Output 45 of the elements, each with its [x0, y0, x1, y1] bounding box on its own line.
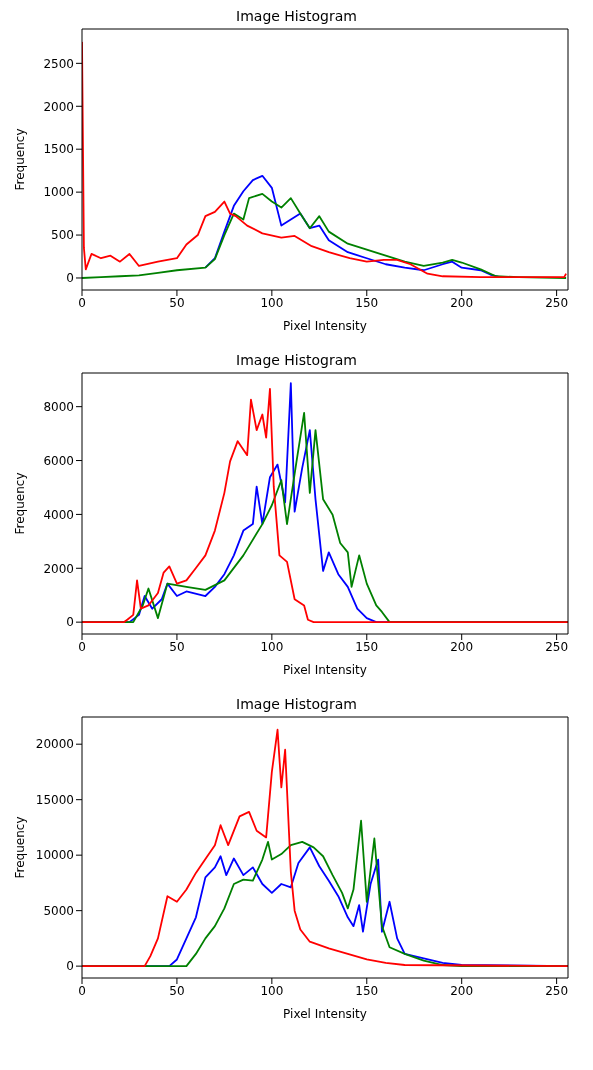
y-tick-label: 1500	[43, 142, 74, 157]
x-tick-label: 200	[450, 295, 474, 310]
y-tick-label: 1000	[43, 185, 74, 200]
line-series	[82, 192, 567, 279]
y-tick-label: 8000	[43, 399, 74, 414]
y-axis-title: Frequency	[13, 472, 28, 535]
y-tick-label: 2000	[43, 561, 74, 576]
line-series	[82, 728, 568, 968]
y-tick-label: 0	[66, 271, 74, 286]
x-tick-label: 100	[260, 639, 284, 654]
x-tick-label: 0	[78, 295, 86, 310]
x-tick-label: 150	[355, 983, 379, 998]
y-tick-label: 2500	[43, 56, 74, 71]
y-tick-label: 6000	[43, 453, 74, 468]
x-axis-title: Pixel Intensity	[283, 319, 367, 333]
x-tick-label: 250	[545, 295, 569, 310]
x-axis-title: Pixel Intensity	[283, 1007, 367, 1021]
x-tick-label: 100	[260, 983, 284, 998]
x-tick-label: 200	[450, 639, 474, 654]
chart-title: Image Histogram	[235, 352, 358, 370]
y-tick-label: 20000	[35, 737, 74, 752]
y-tick-label: 15000	[35, 792, 74, 807]
x-tick-label: 0	[78, 639, 86, 654]
y-tick-label: 0	[66, 615, 74, 630]
x-tick-label: 250	[545, 983, 569, 998]
y-tick-label: 0	[66, 959, 74, 974]
chart-title: Image Histogram	[235, 696, 358, 714]
x-tick-label: 0	[78, 983, 86, 998]
x-tick-label: 200	[450, 983, 474, 998]
y-tick-label: 10000	[35, 848, 74, 863]
x-tick-label: 150	[355, 295, 379, 310]
x-tick-label: 250	[545, 639, 569, 654]
x-tick-label: 100	[260, 295, 284, 310]
y-axis-title: Frequency	[13, 816, 28, 879]
y-tick-label: 2000	[43, 99, 74, 114]
x-tick-label: 150	[355, 639, 379, 654]
x-tick-label: 50	[169, 295, 185, 310]
chart-title: Image Histogram	[235, 8, 358, 26]
x-tick-label: 50	[169, 983, 185, 998]
x-tick-label: 50	[169, 639, 185, 654]
y-tick-label: 5000	[43, 903, 74, 918]
x-axis-title: Pixel Intensity	[283, 663, 367, 677]
y-tick-label: 4000	[43, 507, 74, 522]
y-axis-title: Frequency	[13, 128, 28, 191]
y-tick-label: 500	[51, 228, 74, 243]
